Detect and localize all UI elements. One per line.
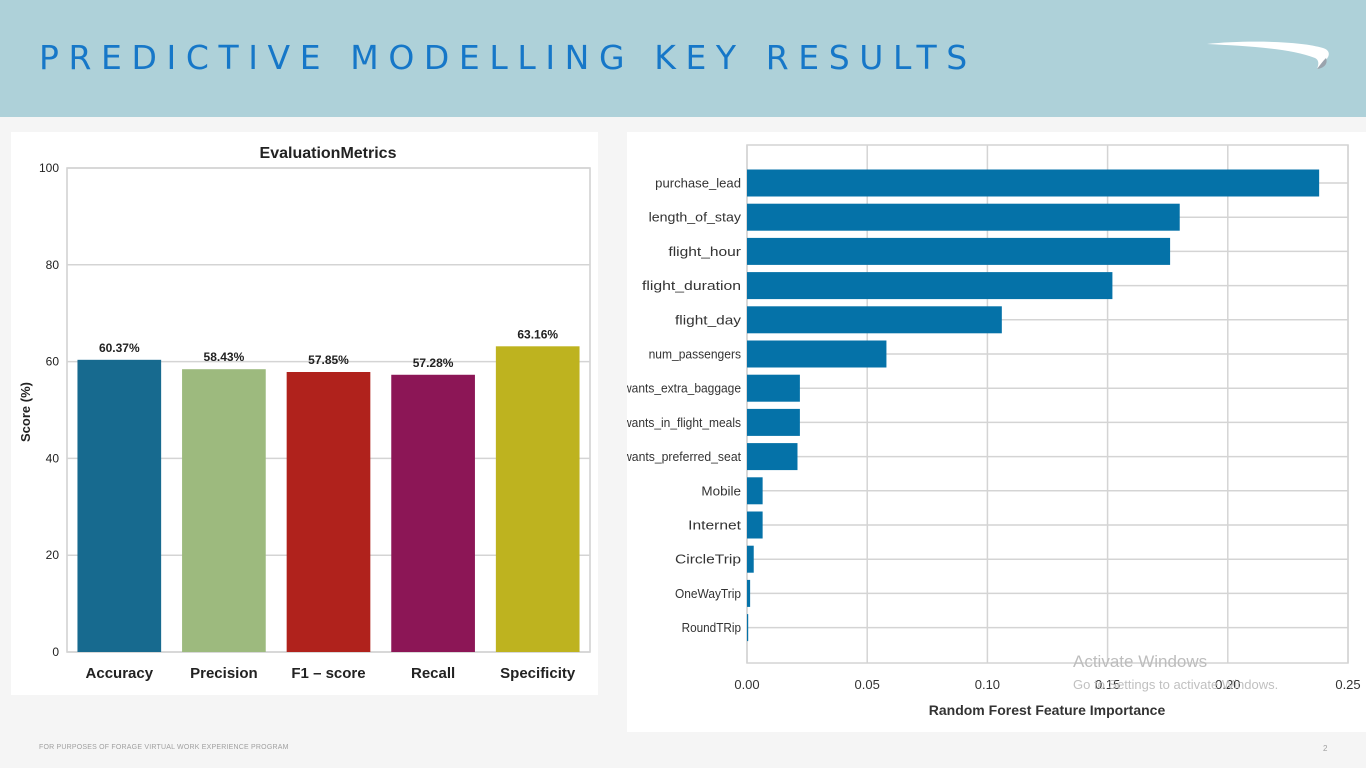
feature-bar bbox=[747, 306, 1002, 334]
x-axis-label: Random Forest Feature Importance bbox=[929, 702, 1166, 718]
y-tick-label: Internet bbox=[688, 518, 741, 533]
evaluation-metrics-chart: EvaluationMetrics Score (%) 0 20 40 60 80 100… bbox=[18, 145, 591, 682]
evaluation-metrics-panel: EvaluationMetrics Score (%) 0 20 40 60 80 100… bbox=[11, 132, 598, 695]
y-axis-label: Score (%) bbox=[18, 382, 33, 442]
y-tick-label: RoundTRip bbox=[682, 620, 741, 635]
y-tick-label: wants_extra_baggage bbox=[627, 381, 741, 396]
metric-bar bbox=[286, 372, 371, 652]
feature-bar bbox=[747, 443, 798, 471]
x-tick-label: 0.25 bbox=[1335, 677, 1360, 692]
y-tick-label: flight_hour bbox=[668, 244, 741, 259]
y-tick-label: 20 bbox=[46, 548, 60, 562]
x-tick-label: Accuracy bbox=[86, 665, 154, 682]
feature-bar bbox=[747, 545, 754, 573]
slide-header: PREDICTIVE MODELLING KEY RESULTS bbox=[0, 0, 1366, 117]
y-tick-label: 40 bbox=[46, 451, 60, 465]
x-tick-label: 0.20 bbox=[1215, 677, 1240, 692]
y-tick-label: length_of_stay bbox=[649, 210, 742, 225]
activate-windows-title: Activate Windows bbox=[1073, 652, 1208, 671]
speedmarque-logo-icon bbox=[1207, 41, 1329, 69]
x-tick-label: 0.00 bbox=[734, 677, 759, 692]
feature-importance-panel: Random Forest Feature Importance 0.00 0.0… bbox=[622, 132, 1366, 732]
x-tick-label: 0.15 bbox=[1095, 677, 1120, 692]
chart-title: EvaluationMetrics bbox=[260, 145, 397, 162]
feature-bar bbox=[747, 169, 1320, 197]
bar-data-label: 57.28% bbox=[413, 356, 454, 370]
metric-bar bbox=[495, 346, 580, 652]
feature-importance-chart: Random Forest Feature Importance 0.00 0.0… bbox=[622, 144, 1361, 718]
bar-data-label: 57.85% bbox=[308, 353, 349, 367]
feature-bar bbox=[747, 237, 1171, 265]
bar-data-label: 58.43% bbox=[204, 350, 245, 364]
metric-bar bbox=[391, 374, 475, 652]
gridlines bbox=[746, 144, 1349, 664]
feature-bar bbox=[747, 374, 800, 402]
feature-bar bbox=[747, 511, 763, 539]
y-tick-label: num_passengers bbox=[649, 347, 742, 362]
y-tick-label: CircleTrip bbox=[675, 552, 741, 567]
x-tick-label: 0.05 bbox=[855, 677, 880, 692]
y-tick-label: 80 bbox=[46, 258, 60, 272]
y-tick-label: purchase_lead bbox=[655, 176, 741, 191]
feature-bar bbox=[747, 614, 749, 642]
footer-disclaimer: FOR PURPOSES OF FORAGE VIRTUAL WORK EXPE… bbox=[39, 744, 289, 751]
feature-bar bbox=[747, 272, 1113, 300]
y-tick-label: flight_day bbox=[675, 312, 742, 327]
metric-bar bbox=[77, 359, 162, 652]
x-tick-label: Recall bbox=[411, 665, 455, 682]
bar-data-label: 63.16% bbox=[517, 327, 558, 341]
y-tick-label: OneWayTrip bbox=[675, 586, 741, 601]
x-tick-label: 0.10 bbox=[975, 677, 1000, 692]
bar-data-label: 60.37% bbox=[99, 341, 140, 355]
y-tick-label: flight_duration bbox=[642, 278, 741, 293]
y-tick-label: 60 bbox=[46, 355, 60, 369]
feature-bar bbox=[747, 579, 751, 607]
y-tick-label: Mobile bbox=[701, 483, 741, 498]
x-tick-label: Precision bbox=[190, 665, 258, 682]
feature-bar bbox=[747, 203, 1180, 231]
page-number: 2 bbox=[1323, 744, 1328, 753]
y-tick-label: wants_preferred_seat bbox=[627, 449, 741, 464]
x-tick-label: Specificity bbox=[500, 665, 576, 682]
feature-bar bbox=[747, 340, 887, 368]
slide-title: PREDICTIVE MODELLING KEY RESULTS bbox=[39, 38, 977, 77]
y-tick-label: wants_in_flight_meals bbox=[627, 415, 741, 430]
feature-bar bbox=[747, 408, 800, 436]
y-tick-label: 100 bbox=[39, 161, 59, 175]
metric-bar bbox=[182, 369, 266, 652]
x-tick-label: F1 – score bbox=[291, 665, 365, 682]
y-tick-label: 0 bbox=[52, 645, 59, 659]
activate-windows-subtitle: Go to Settings to activate Windows. bbox=[1073, 677, 1279, 692]
feature-bar bbox=[747, 477, 763, 505]
